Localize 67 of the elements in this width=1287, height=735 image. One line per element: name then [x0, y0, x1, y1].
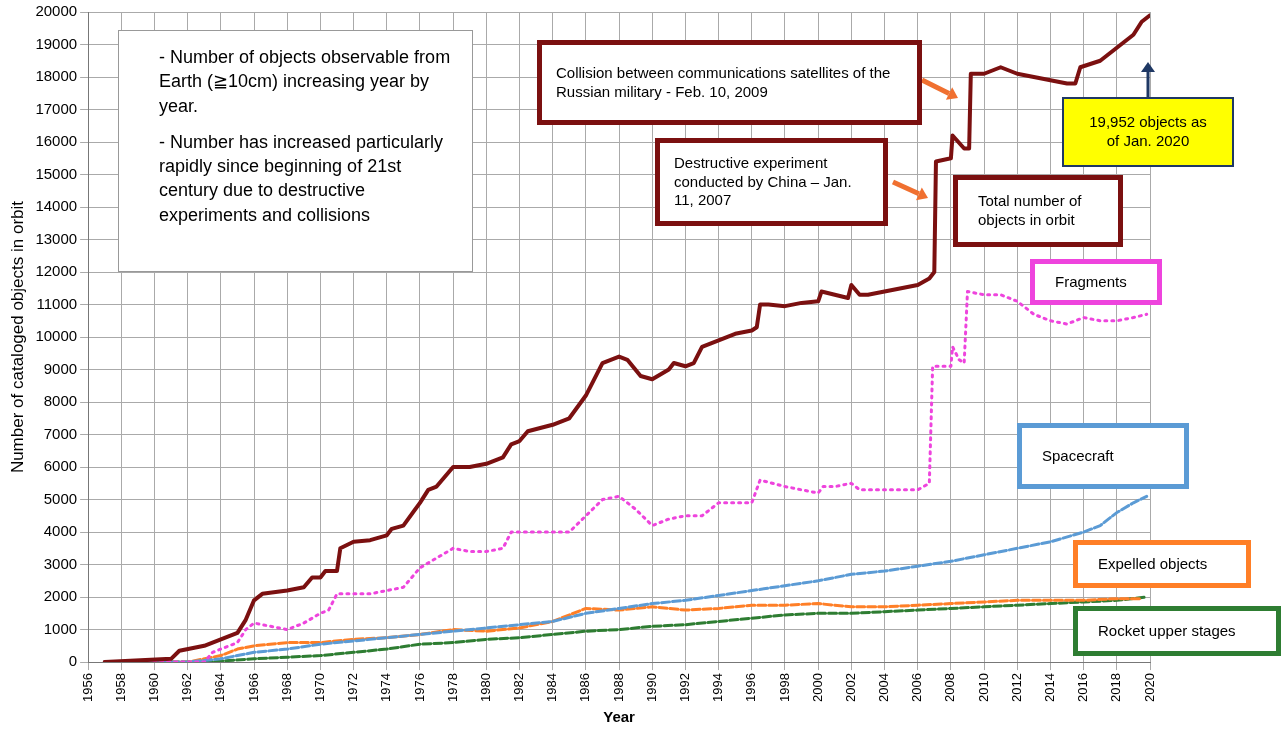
y-axis-title: Number of cataloged objects in orbit — [7, 200, 27, 474]
label-box: Fragments — [1030, 259, 1162, 305]
x-tick-label: 1962 — [179, 673, 195, 702]
x-tick-label: 1990 — [643, 673, 659, 702]
x-tick-label: 1994 — [710, 673, 726, 702]
y-tick-label: 9000 — [43, 359, 78, 377]
x-tick-label: 1974 — [378, 673, 394, 702]
y-tick-label: 15000 — [35, 164, 78, 182]
x-tick-label: 1998 — [776, 673, 792, 702]
y-tick-label: 6000 — [43, 457, 78, 475]
x-tick-label: 1986 — [577, 673, 593, 702]
x-tick-label: 1970 — [311, 673, 327, 702]
y-tick-label: 10000 — [35, 327, 78, 345]
x-tick-label: 2000 — [809, 673, 825, 702]
x-tick-label: 2020 — [1141, 673, 1157, 702]
y-tick-label: 5000 — [43, 489, 78, 507]
x-axis-title: Year — [603, 708, 636, 726]
x-tick-label: 1976 — [411, 673, 427, 702]
text-box: - Number of objects observable from Earth (≧10cm) increasing year by year. - Number has increased particularly rapidly since beginning of 21st century due to destructive experiments and collisions — [118, 30, 473, 272]
x-tick-label: 1972 — [345, 673, 361, 702]
label-box: Rocket upper stages — [1073, 606, 1281, 656]
callout-box: 19,952 objects as of Jan. 2020 — [1062, 97, 1234, 167]
x-tick-label: 2006 — [909, 673, 925, 702]
x-tick-label: 1968 — [278, 673, 294, 702]
y-tick-label: 12000 — [35, 262, 78, 280]
x-tick-label: 1956 — [79, 673, 95, 702]
x-tick-label: 1966 — [245, 673, 261, 702]
x-tick-label: 2010 — [975, 673, 991, 702]
x-tick-label: 1958 — [112, 673, 128, 702]
x-tick-label: 2004 — [876, 673, 892, 702]
label-box: Spacecraft — [1017, 423, 1189, 489]
y-tick-label: 17000 — [35, 99, 78, 117]
x-tick-label: 1988 — [610, 673, 626, 702]
text-box: Destructive experiment conducted by China – Jan. 11, 2007 — [655, 138, 888, 226]
y-tick-label: 14000 — [35, 197, 78, 215]
annotation: - Number of objects observable from Earth (≧10cm) increasing year by year. — [159, 46, 452, 118]
x-tick-label: 2014 — [1042, 673, 1058, 702]
y-tick-label: 0 — [68, 652, 78, 670]
x-tick-label: 2012 — [1008, 673, 1024, 702]
y-tick-label: 16000 — [35, 132, 78, 150]
x-tick-label: 2016 — [1075, 673, 1091, 702]
x-tick-label: 2018 — [1108, 673, 1124, 702]
x-tick-label: 1964 — [212, 673, 228, 702]
x-tick-label: 1982 — [511, 673, 527, 702]
y-tick-label: 11000 — [36, 294, 78, 312]
x-tick-label: 1984 — [544, 673, 560, 702]
y-tick-label: 18000 — [35, 67, 78, 85]
y-tick-label: 2000 — [43, 587, 78, 605]
x-tick-label: 1980 — [477, 673, 493, 702]
annotation: - Number has increased particularly rapidly since beginning of 21st century due to destructive experiments and collisions — [159, 130, 445, 227]
y-tick-label: 13000 — [35, 229, 78, 247]
label-box: Expelled objects — [1073, 540, 1251, 588]
x-tick-label: 1996 — [743, 673, 759, 702]
y-tick-label: 19000 — [35, 34, 78, 52]
text-box: Collision between communications satellites of the Russian military - Feb. 10, 2009 — [537, 40, 922, 125]
x-tick-label: 2002 — [842, 673, 858, 702]
y-tick-label: 8000 — [43, 392, 78, 410]
y-tick-label: 1000 — [43, 619, 78, 637]
label-box: Total number of objects in orbit — [953, 175, 1123, 247]
y-tick-label: 4000 — [43, 522, 78, 540]
x-tick-label: 2008 — [942, 673, 958, 702]
y-tick-label: 20000 — [35, 2, 78, 20]
y-tick-label: 3000 — [43, 554, 78, 572]
x-tick-label: 1978 — [444, 673, 460, 702]
x-tick-label: 1992 — [677, 673, 692, 702]
y-tick-label: 7000 — [43, 424, 78, 442]
x-tick-label: 1960 — [146, 673, 162, 702]
